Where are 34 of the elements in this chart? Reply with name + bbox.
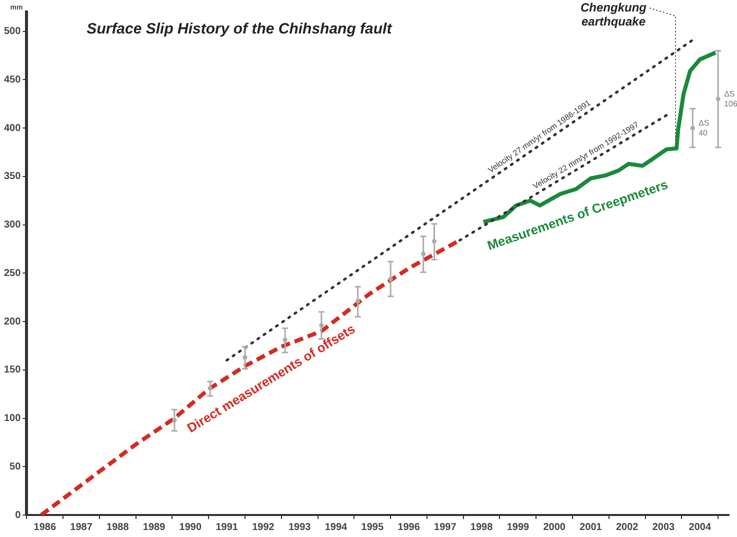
x-tick-label: 2000: [543, 522, 566, 533]
annotation: ΔS 40: [698, 118, 710, 138]
x-tick-label: 1989: [142, 522, 166, 533]
y-tick-label: 200: [4, 316, 22, 328]
text: Surface Slip History of the Chihshang fault: [86, 20, 393, 38]
y-tick-label: 100: [4, 413, 22, 424]
y-tick-label: 150: [4, 364, 22, 376]
x-tick-label: 2003: [652, 522, 676, 533]
y-tick-label: 400: [4, 122, 22, 134]
annotation: Chengkung earthquake: [580, 0, 648, 28]
x-tick-label: 1996: [398, 522, 420, 533]
x-tick-label: 1998: [470, 522, 494, 533]
y-tick-label: 300: [4, 220, 22, 231]
x-tick-label: 1991: [216, 522, 238, 533]
x-tick-label: 1987: [70, 522, 93, 533]
y-tick-label: 350: [4, 171, 22, 182]
x-tick-label: 2002: [616, 522, 639, 533]
x-tick-label: 2001: [580, 522, 602, 533]
annotation: ΔS 106: [724, 89, 737, 108]
x-tick-label: 1986: [34, 522, 56, 533]
x-tick-label: 2004: [688, 522, 712, 533]
x-tick-label: 1993: [288, 522, 312, 533]
y-tick-label: 500: [4, 26, 22, 38]
y-tick-label: 0: [15, 510, 22, 521]
x-tick-label: 1997: [434, 522, 457, 533]
x-tick-label: 1992: [252, 522, 275, 533]
x-tick-label: 1995: [361, 522, 384, 533]
y-tick-label: 250: [4, 268, 22, 279]
y-tick-label: 450: [4, 74, 22, 86]
x-tick-label: 1988: [106, 522, 130, 533]
y-tick-label: 50: [10, 461, 22, 472]
x-tick-label: 1999: [506, 522, 530, 533]
x-tick-label: 1994: [324, 522, 348, 533]
x-tick-label: 1990: [179, 522, 202, 533]
